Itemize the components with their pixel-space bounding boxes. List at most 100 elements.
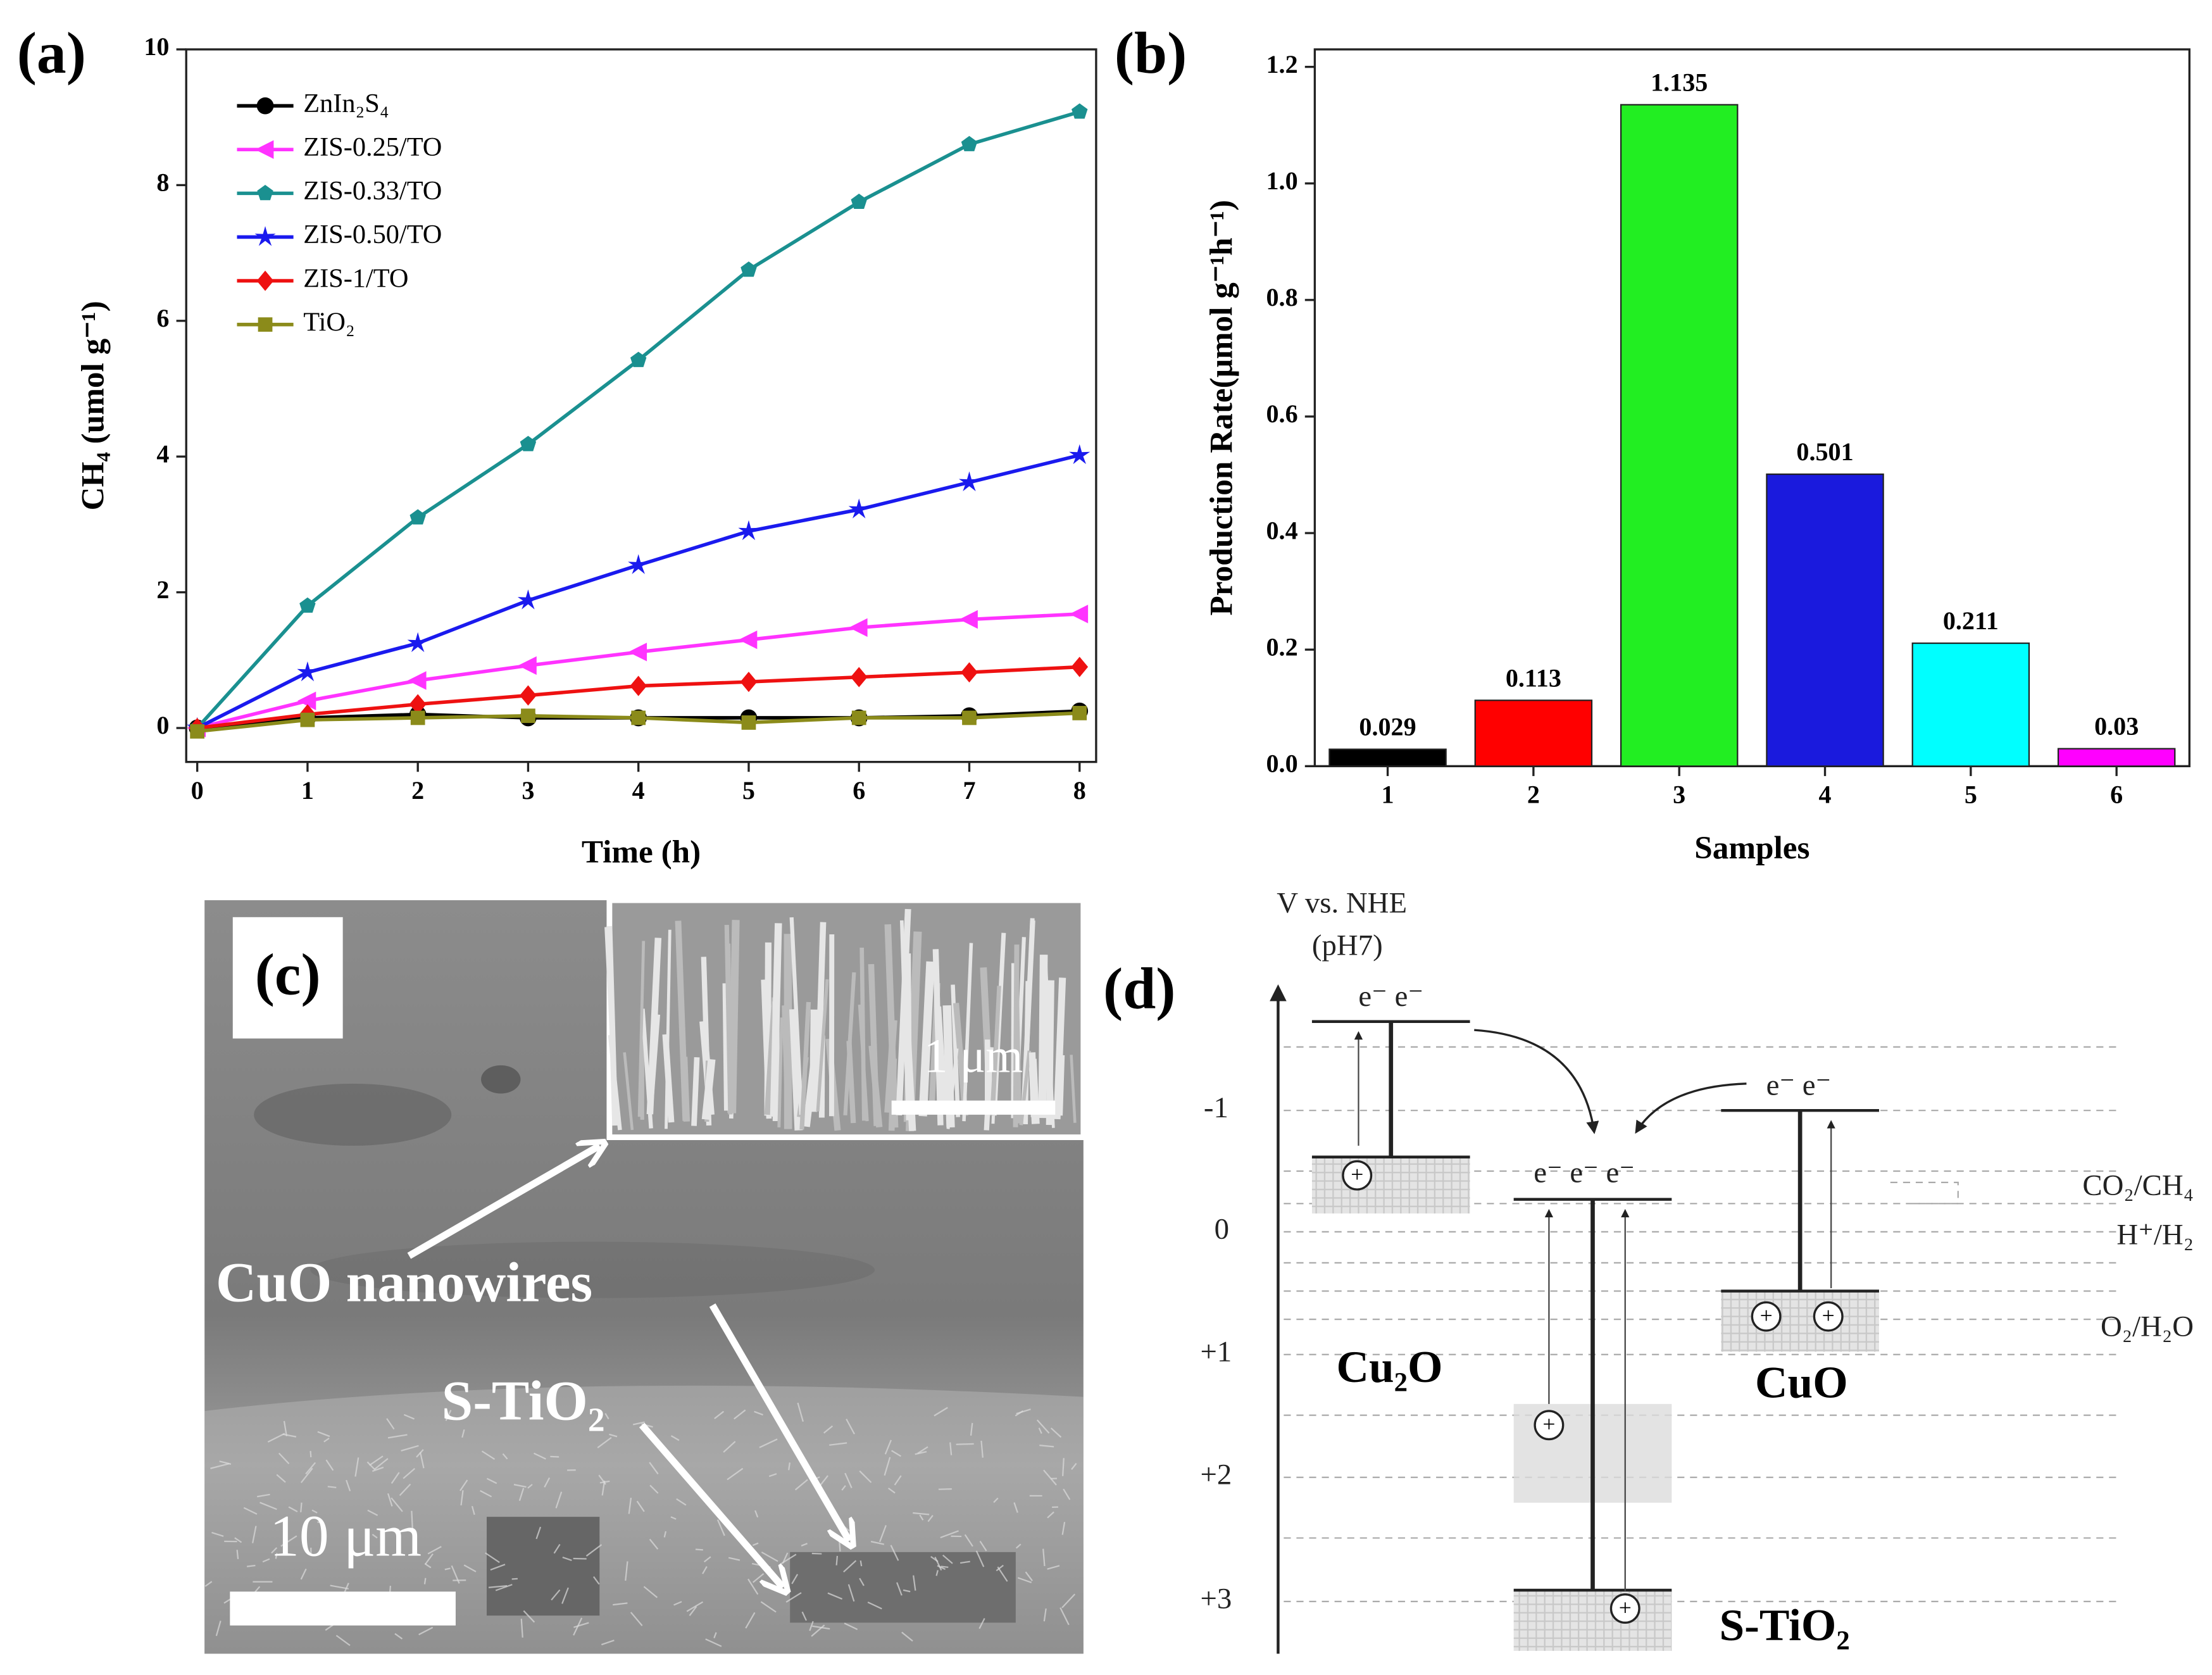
bar xyxy=(1475,700,1592,766)
texture xyxy=(328,1486,336,1488)
x-axis-label: Time (h) xyxy=(582,834,701,870)
point xyxy=(630,676,647,696)
y-tick-label: 0.4 xyxy=(1266,516,1297,544)
axis-subtitle: (pH7) xyxy=(1312,929,1383,962)
point xyxy=(740,672,758,692)
bar xyxy=(1913,643,2029,766)
y-tick-label: 8 xyxy=(156,168,169,197)
nanowire xyxy=(694,1057,697,1126)
legend-label: ZnIn₂S₄ xyxy=(303,89,389,118)
y-tick-label: 0.8 xyxy=(1266,283,1297,311)
point xyxy=(961,662,978,682)
point xyxy=(301,713,315,727)
value-label: 0.029 xyxy=(1359,713,1416,741)
legend-label: ZIS-1/TO xyxy=(303,263,408,293)
value-label: 0.211 xyxy=(1943,606,1999,635)
material: CuO xyxy=(1755,1357,1848,1407)
point xyxy=(628,643,647,661)
legend-label: ZIS-0.33/TO xyxy=(303,176,442,206)
axis-label: +2 xyxy=(1200,1458,1232,1491)
point xyxy=(849,618,867,637)
hole-symbol: + xyxy=(1760,1303,1773,1328)
legend-marker xyxy=(257,185,273,200)
scale-bar xyxy=(892,1101,1056,1115)
x-tick-label: 5 xyxy=(742,776,755,805)
redox-label: CO₂/CH₄ xyxy=(2082,1169,2194,1202)
panel-label: (c) xyxy=(255,943,321,1008)
bar xyxy=(2058,749,2175,767)
band-diagram: V vs. NHE (pH7) (d) -1 0 +1 +2 +3 e⁻ e⁻ … xyxy=(1103,887,2194,1654)
sem-image: (c) 1 μm CuO nanowires S-TiO₂ 10 μm xyxy=(204,900,1084,1653)
legend-label: TiO₂ xyxy=(303,307,354,337)
texture xyxy=(839,1538,840,1552)
legend-marker xyxy=(255,141,273,159)
x-tick-label: 1 xyxy=(301,776,314,805)
material: S-TiO₂ xyxy=(1719,1600,1849,1650)
point xyxy=(409,509,425,524)
texture xyxy=(237,1550,238,1559)
valence-band xyxy=(1514,1590,1672,1651)
legend-label: ZIS-0.25/TO xyxy=(303,132,442,162)
x-tick-label: 4 xyxy=(1818,781,1831,809)
shade xyxy=(254,1084,451,1146)
point xyxy=(962,711,977,725)
point xyxy=(1071,657,1088,677)
legend-marker xyxy=(258,317,273,332)
x-tick-label: 5 xyxy=(1965,781,1977,809)
axis-label: -1 xyxy=(1204,1091,1228,1124)
y-tick-label: 0.6 xyxy=(1266,399,1297,428)
scale-bar xyxy=(230,1591,456,1625)
legend-label: ZIS-0.50/TO xyxy=(303,220,442,249)
axis-title: V vs. NHE xyxy=(1277,887,1407,920)
point xyxy=(411,711,425,725)
y-tick-label: 6 xyxy=(156,304,169,332)
x-tick-label: 8 xyxy=(1073,776,1086,805)
scale-text: 10 μm xyxy=(270,1504,422,1569)
nanowire xyxy=(892,1058,894,1131)
y-tick-label: 1.2 xyxy=(1266,50,1297,78)
point xyxy=(190,724,204,739)
point xyxy=(631,711,646,725)
x-tick-label: 2 xyxy=(411,776,424,805)
x-tick-label: 4 xyxy=(632,776,645,805)
y-tick-label: 0.2 xyxy=(1266,632,1297,661)
transfer-arrow xyxy=(1637,1084,1747,1132)
nanowire xyxy=(732,920,736,1113)
point xyxy=(408,671,426,689)
nanowire xyxy=(1042,955,1044,1118)
point xyxy=(1072,706,1087,720)
axis-label: 0 xyxy=(1215,1213,1229,1246)
y-tick-label: 1.0 xyxy=(1266,166,1297,195)
panel-label: (d) xyxy=(1103,957,1175,1022)
y-axis-label: CH₄ (umol g⁻¹) xyxy=(75,301,111,510)
y-tick-label: 10 xyxy=(144,32,169,61)
point xyxy=(1070,605,1088,623)
y-tick-label: 2 xyxy=(156,575,169,604)
panel-label: (b) xyxy=(1115,21,1187,86)
x-tick-label: 3 xyxy=(1673,781,1685,809)
material: Cu₂O xyxy=(1337,1342,1443,1392)
point xyxy=(959,610,977,629)
electrons: e⁻ e⁻ xyxy=(1358,980,1423,1013)
x-axis-label: Samples xyxy=(1694,830,1809,866)
point xyxy=(851,194,867,209)
electrons: e⁻ e⁻ e⁻ xyxy=(1534,1156,1635,1189)
annotation: S-TiO₂ xyxy=(442,1371,605,1433)
bar xyxy=(1621,104,1737,766)
value-label: 0.03 xyxy=(2094,712,2139,741)
point xyxy=(1072,103,1087,118)
point xyxy=(961,136,977,151)
value-label: 0.501 xyxy=(1796,437,1853,466)
axis-label: +1 xyxy=(1200,1336,1232,1369)
nanowire xyxy=(684,1057,687,1122)
x-tick-label: 3 xyxy=(522,776,534,805)
point xyxy=(520,686,537,706)
point xyxy=(852,711,866,725)
legend-marker xyxy=(257,271,274,291)
redox-label: O₂/H₂O xyxy=(2101,1310,2194,1343)
x-tick-label: 6 xyxy=(2110,781,2123,809)
figure: (a) (b) (c) 1 μm CuO nanowires S-TiO₂ 10… xyxy=(0,0,2212,1675)
y-axis-label: Production Rate(μmol g⁻¹h⁻¹) xyxy=(1203,200,1239,616)
transfer-arrow xyxy=(1474,1030,1594,1131)
texture xyxy=(812,1553,822,1554)
